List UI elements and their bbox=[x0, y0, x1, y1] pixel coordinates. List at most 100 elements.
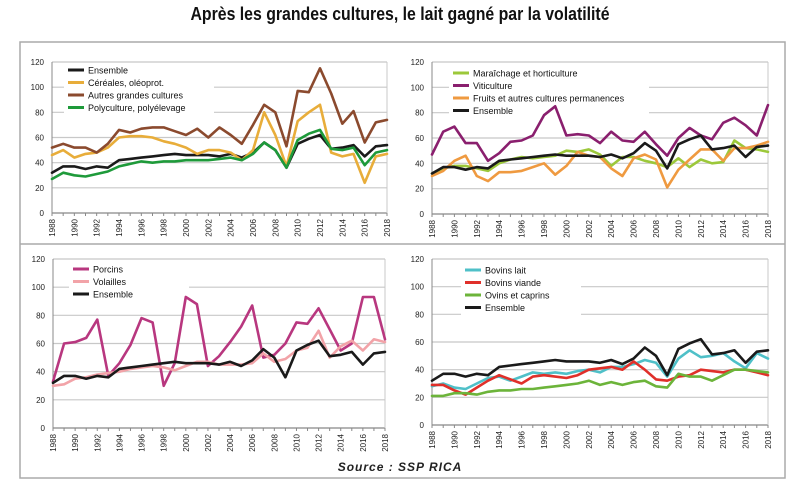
legend-label: Céréales, oléoprot. bbox=[88, 78, 164, 88]
y-tick-label: 80 bbox=[415, 310, 424, 319]
x-tick-label: 2014 bbox=[337, 433, 346, 451]
y-tick-label: 120 bbox=[411, 58, 425, 67]
y-tick-label: 120 bbox=[31, 58, 45, 67]
legend-label: Volailles bbox=[93, 277, 127, 287]
x-tick-label: 2000 bbox=[562, 219, 571, 237]
x-tick-label: 1988 bbox=[49, 433, 58, 451]
y-tick-label: 0 bbox=[420, 210, 425, 219]
y-tick-label: 40 bbox=[35, 159, 44, 168]
legend-label: Bovins lait bbox=[485, 266, 527, 276]
legend-label: Fruits et autres cultures permanences bbox=[473, 94, 625, 104]
x-tick-label: 2014 bbox=[719, 430, 728, 448]
x-tick-label: 1990 bbox=[450, 430, 459, 448]
y-tick-label: 100 bbox=[411, 83, 425, 92]
x-tick-label: 1992 bbox=[93, 218, 102, 236]
y-tick-label: 20 bbox=[415, 185, 424, 194]
x-tick-label: 2010 bbox=[292, 433, 301, 451]
legend-label: Ensemble bbox=[88, 66, 128, 76]
y-tick-label: 0 bbox=[420, 421, 425, 430]
x-tick-label: 1996 bbox=[518, 219, 527, 237]
y-tick-label: 60 bbox=[35, 134, 44, 143]
legend-label: Maraîchage et horticulture bbox=[473, 69, 578, 79]
x-tick-label: 2018 bbox=[764, 430, 773, 448]
x-tick-label: 1992 bbox=[473, 430, 482, 448]
x-tick-label: 2012 bbox=[697, 430, 706, 448]
x-tick-label: 2008 bbox=[271, 218, 280, 236]
x-tick-label: 2014 bbox=[338, 218, 347, 236]
series-line-mara-chage-et-horticulture bbox=[430, 139, 770, 175]
y-tick-label: 80 bbox=[35, 108, 44, 117]
x-tick-label: 2018 bbox=[381, 433, 390, 451]
series-line-ovins-et-caprins bbox=[430, 368, 770, 398]
x-tick-label: 2000 bbox=[562, 430, 571, 448]
x-tick-label: 1994 bbox=[495, 219, 504, 237]
y-tick-label: 80 bbox=[36, 311, 45, 320]
x-tick-label: 1988 bbox=[428, 219, 437, 237]
x-tick-label: 2006 bbox=[248, 433, 257, 451]
x-tick-label: 2018 bbox=[383, 218, 392, 236]
y-tick-label: 120 bbox=[32, 255, 46, 264]
x-tick-label: 2006 bbox=[249, 218, 258, 236]
x-tick-label: 1998 bbox=[540, 430, 549, 448]
outer-frame bbox=[19, 41, 786, 479]
series-line-bovins-viande bbox=[430, 360, 770, 396]
x-tick-label: 1988 bbox=[48, 218, 57, 236]
x-tick-label: 1998 bbox=[160, 433, 169, 451]
series-line-autres-grandes-cultures bbox=[50, 67, 389, 154]
x-tick-label: 1990 bbox=[70, 218, 79, 236]
x-tick-label: 2002 bbox=[204, 218, 213, 236]
x-tick-label: 2016 bbox=[742, 219, 751, 237]
panel-2: 0 20 40 60 80 100 120 1988 1990 1992 1994 1996 1998 2… bbox=[411, 58, 773, 238]
legend-label: Bovins viande bbox=[485, 278, 541, 288]
legend-label: Ovins et caprins bbox=[485, 291, 550, 301]
series-line-ensemble bbox=[430, 337, 770, 382]
x-tick-label: 1994 bbox=[115, 218, 124, 236]
series-line-c-r-ales-ol-oprot- bbox=[50, 103, 389, 185]
x-tick-label: 1992 bbox=[473, 219, 482, 237]
y-tick-label: 60 bbox=[36, 340, 45, 349]
x-tick-label: 2010 bbox=[674, 430, 683, 448]
x-tick-label: 1990 bbox=[450, 219, 459, 237]
series-line-ensemble bbox=[51, 339, 387, 385]
x-tick-label: 2012 bbox=[315, 433, 324, 451]
series-line-viticulture bbox=[430, 103, 770, 163]
y-tick-label: 80 bbox=[415, 109, 424, 118]
x-tick-label: 2010 bbox=[294, 218, 303, 236]
series-line-bovins-lait bbox=[430, 349, 770, 391]
x-tick-label: 2000 bbox=[182, 433, 191, 451]
series-line-ensemble bbox=[430, 134, 770, 175]
x-tick-label: 2014 bbox=[719, 219, 728, 237]
x-tick-label: 2008 bbox=[270, 433, 279, 451]
series-line-polyculture-poly-levage bbox=[50, 128, 389, 181]
y-tick-label: 40 bbox=[415, 366, 424, 375]
y-tick-label: 40 bbox=[415, 159, 424, 168]
x-tick-label: 1988 bbox=[428, 430, 437, 448]
y-tick-label: 100 bbox=[31, 83, 45, 92]
x-tick-label: 2000 bbox=[182, 218, 191, 236]
y-tick-label: 120 bbox=[411, 255, 425, 264]
x-tick-label: 2016 bbox=[361, 218, 370, 236]
panel-4: 0 20 40 60 80 100 120 1988 1990 1992 1994 1996 1998 2… bbox=[411, 255, 773, 449]
x-tick-label: 2002 bbox=[585, 219, 594, 237]
y-tick-label: 100 bbox=[32, 283, 46, 292]
y-tick-label: 40 bbox=[36, 368, 45, 377]
legend-label: Viticulture bbox=[473, 81, 512, 91]
y-tick-label: 0 bbox=[41, 424, 46, 433]
legend-label: Porcins bbox=[93, 265, 124, 275]
y-tick-label: 20 bbox=[35, 184, 44, 193]
y-tick-label: 100 bbox=[411, 283, 425, 292]
x-tick-label: 2002 bbox=[585, 430, 594, 448]
x-tick-label: 2004 bbox=[607, 219, 616, 237]
x-tick-label: 2006 bbox=[630, 430, 639, 448]
legend-background bbox=[64, 64, 214, 118]
x-tick-label: 1994 bbox=[495, 430, 504, 448]
chart-title: Après les grandes cultures, le lait gagn… bbox=[190, 4, 610, 24]
x-tick-label: 2016 bbox=[742, 430, 751, 448]
x-tick-label: 2008 bbox=[652, 219, 661, 237]
x-tick-label: 1996 bbox=[138, 433, 147, 451]
panel-1: 0 20 40 60 80 100 120 1988 1990 1992 1994 1996 1998 2… bbox=[31, 58, 392, 237]
x-tick-label: 2004 bbox=[227, 218, 236, 236]
x-tick-label: 1992 bbox=[93, 433, 102, 451]
legend-label: Ensemble bbox=[473, 106, 513, 116]
